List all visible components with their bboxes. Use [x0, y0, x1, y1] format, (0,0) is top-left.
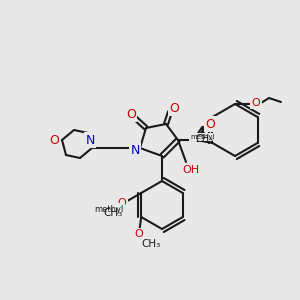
Text: CH₃: CH₃ — [142, 239, 161, 249]
Text: OH: OH — [182, 165, 200, 175]
Text: CH₃: CH₃ — [103, 208, 123, 218]
Text: O: O — [49, 134, 59, 146]
Text: O: O — [205, 118, 215, 130]
Text: methyl: methyl — [190, 134, 215, 140]
Text: O: O — [135, 229, 144, 239]
Text: O: O — [126, 107, 136, 121]
Text: N: N — [85, 134, 95, 146]
Text: O: O — [118, 198, 127, 208]
Text: methyl: methyl — [94, 205, 124, 214]
Text: N: N — [130, 143, 140, 157]
Text: CH₃: CH₃ — [195, 134, 214, 144]
Text: O: O — [252, 98, 260, 108]
Text: O: O — [169, 101, 179, 115]
